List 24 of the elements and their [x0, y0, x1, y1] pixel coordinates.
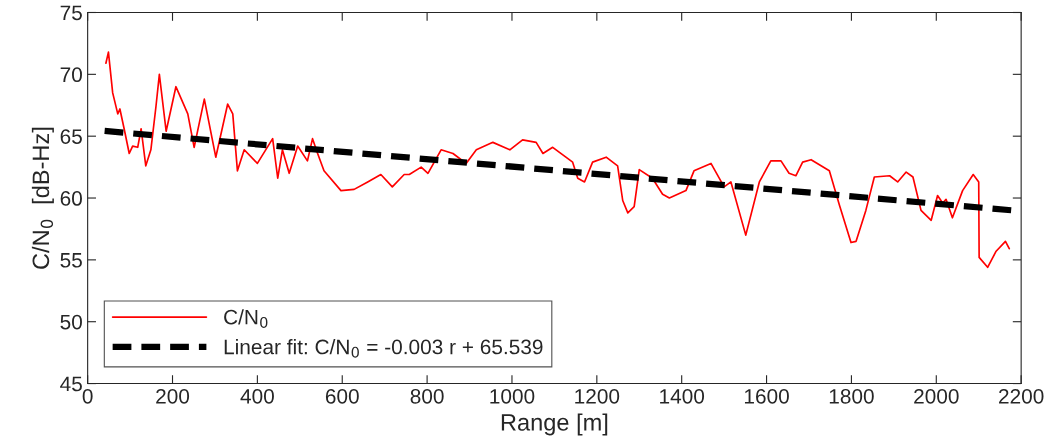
x-tick-label: 600: [325, 388, 359, 404]
y-tick-label: 45: [60, 376, 82, 392]
y-tick-label: 60: [60, 191, 82, 206]
x-tick-label: 1800: [829, 388, 874, 404]
y-tick-label: 55: [60, 253, 82, 268]
legend-label: C/N$_{0}$: [224, 309, 268, 328]
x-tick-label: 1600: [744, 388, 789, 404]
y-tick-label: 50: [60, 314, 82, 330]
x-tick-label: 1200: [575, 388, 620, 404]
x-tick-label: 800: [410, 388, 444, 404]
line-series: [105, 51, 1011, 269]
x-tick-label: 2200: [999, 388, 1044, 404]
y-tick-label: 75: [60, 5, 82, 21]
y-axis-title: C/N$_{0}$ [dB-Hz]: [31, 127, 54, 269]
legend-label: Linear fit: C/N$_{0}$ = -0.003 r + 65.539: [224, 339, 543, 358]
x-tick-label: 200: [156, 388, 190, 404]
y-tick-label: 65: [60, 129, 82, 144]
x-tick-label: 2000: [914, 388, 959, 404]
x-tick-label: 400: [240, 388, 274, 404]
x-tick-label: 1400: [660, 388, 705, 404]
x-axis-title: Range [m]: [501, 413, 608, 436]
x-tick-label: 1000: [490, 388, 535, 404]
y-tick-label: 70: [60, 67, 82, 83]
x-tick-label: 0: [82, 388, 93, 404]
